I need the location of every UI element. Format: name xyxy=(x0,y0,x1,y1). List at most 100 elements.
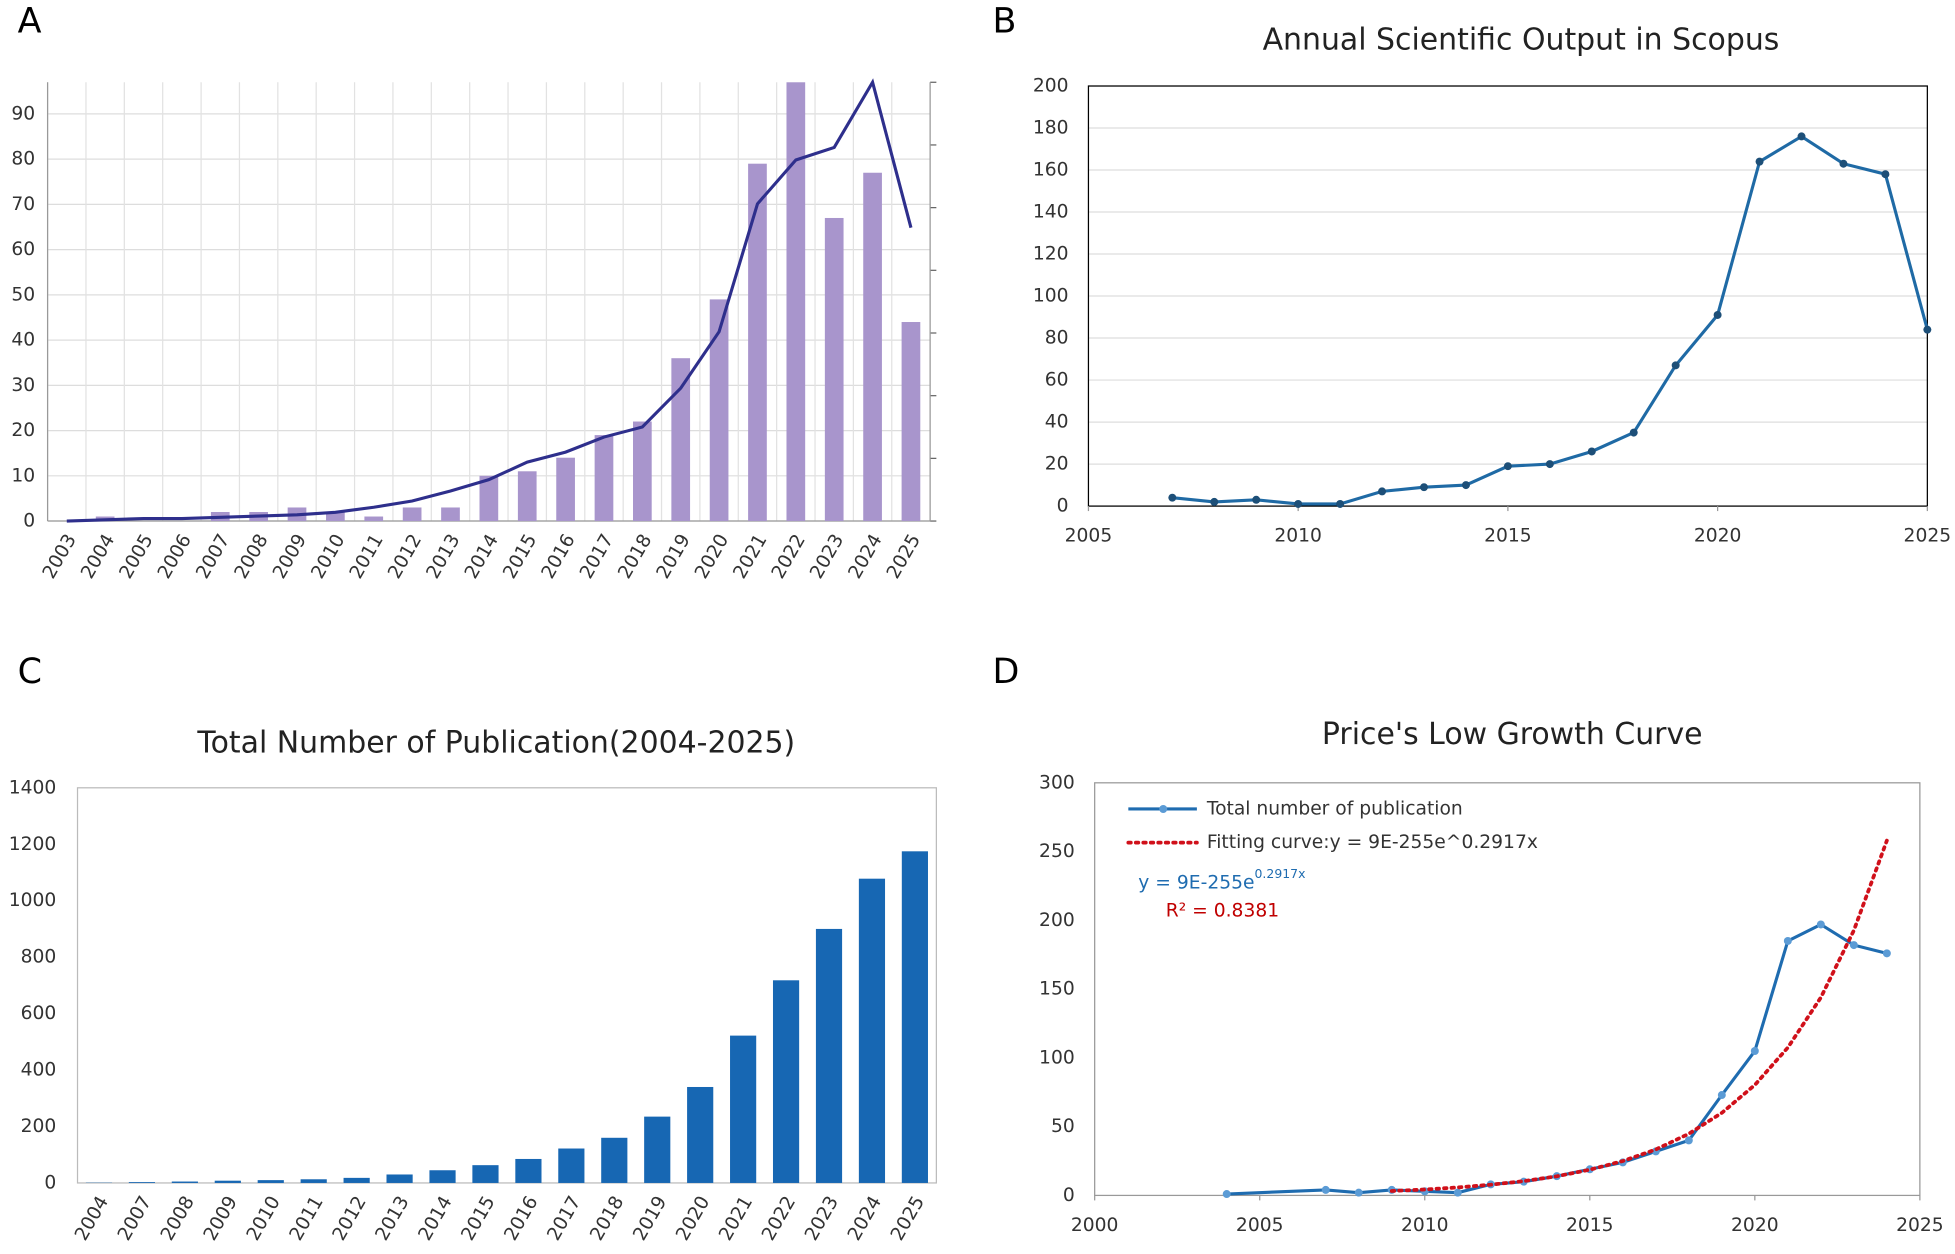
y-tick-label: 200 xyxy=(21,1116,57,1137)
point xyxy=(1168,493,1177,502)
x-tick-label: 2015 xyxy=(1566,1215,1614,1236)
x-tick-label: 2007 xyxy=(192,531,234,583)
legend-label: Total number of publication xyxy=(1206,798,1463,819)
point xyxy=(1420,483,1428,492)
x-tick-label: 2020 xyxy=(1694,526,1742,547)
y-tick-label: 80 xyxy=(11,149,35,170)
point xyxy=(1354,1188,1363,1197)
bar xyxy=(594,435,614,522)
bar xyxy=(441,507,460,522)
x-tick-label: 2019 xyxy=(629,1193,671,1245)
bar xyxy=(517,471,537,522)
line xyxy=(1389,838,1889,1193)
bar xyxy=(326,511,345,522)
x-tick-label: 2024 xyxy=(844,1193,886,1245)
x-tick-label: 2003 xyxy=(39,531,81,583)
point xyxy=(1816,920,1825,929)
x-tick-label: 2010 xyxy=(243,1193,285,1245)
y-tick-label: 90 xyxy=(11,103,35,124)
bar xyxy=(671,358,691,522)
x-tick-label: 2025 xyxy=(1896,1215,1944,1236)
chart-title: Annual Scientific Output in Scopus xyxy=(1263,23,1780,58)
x-tick-label: 2025 xyxy=(883,531,925,583)
point xyxy=(1923,325,1932,334)
line xyxy=(1172,134,1929,506)
y-tick-label: 10 xyxy=(11,465,35,486)
x-tick-label: 2005 xyxy=(116,531,158,583)
point xyxy=(1671,361,1680,370)
y-tick-label: 20 xyxy=(1045,454,1069,475)
legend-marker xyxy=(1159,805,1168,813)
y-tick-label: 1000 xyxy=(9,890,57,911)
y-tick-label: 80 xyxy=(1045,328,1069,349)
x-tick-label: 2014 xyxy=(415,1193,457,1245)
bar xyxy=(472,1165,499,1183)
x-tick-label: 2010 xyxy=(307,531,349,583)
bar xyxy=(748,163,767,522)
x-tick-label: 2011 xyxy=(346,531,388,583)
x-tick-label: 2008 xyxy=(231,531,273,583)
x-tick-label: 2021 xyxy=(730,531,772,583)
equation-base: y = 9E-255e xyxy=(1138,872,1254,893)
y-tick-label: 200 xyxy=(1033,76,1069,97)
y-tick-label: 160 xyxy=(1033,160,1069,181)
point xyxy=(1849,941,1858,950)
x-tick-label: 2016 xyxy=(538,531,580,583)
y-tick-label: 0 xyxy=(1063,1185,1075,1206)
point xyxy=(1321,1185,1330,1194)
bar xyxy=(364,516,384,522)
bar xyxy=(171,1181,198,1183)
point xyxy=(1210,497,1219,506)
point xyxy=(1783,936,1792,945)
x-tick-label: 2007 xyxy=(114,1193,156,1245)
bar xyxy=(343,1177,370,1183)
x-tick-label: 2005 xyxy=(1065,526,1113,547)
y-tick-label: 50 xyxy=(1051,1116,1075,1137)
x-tick-label: 2016 xyxy=(501,1193,543,1245)
bar xyxy=(901,322,921,522)
point xyxy=(1252,495,1261,504)
equation-exponent: 0.2917x xyxy=(1255,865,1306,880)
point xyxy=(1839,159,1848,168)
chart-title: Price's Low Growth Curve xyxy=(1322,717,1703,752)
y-tick-label: 50 xyxy=(11,284,35,305)
x-tick-label: 2004 xyxy=(77,531,119,583)
y-tick-label: 40 xyxy=(11,330,35,351)
bar xyxy=(515,1158,542,1183)
x-tick-label: 2009 xyxy=(269,531,311,583)
y-tick-label: 600 xyxy=(21,1003,57,1024)
bar xyxy=(479,475,499,522)
y-tick-label: 120 xyxy=(1033,244,1069,265)
bar xyxy=(786,82,806,522)
point xyxy=(1545,460,1554,469)
x-tick-label: 2010 xyxy=(1274,526,1322,547)
y-tick-label: 800 xyxy=(21,947,57,968)
x-tick-label: 2012 xyxy=(384,531,426,583)
x-tick-label: 2014 xyxy=(461,531,503,583)
y-tick-label: 60 xyxy=(11,239,35,260)
x-tick-label: 2011 xyxy=(286,1193,328,1245)
x-tick-label: 2018 xyxy=(586,1193,628,1245)
x-tick-label: 2020 xyxy=(691,531,733,583)
bar xyxy=(772,980,800,1183)
point xyxy=(1453,1188,1462,1197)
y-tick-label: 1200 xyxy=(9,834,57,855)
y-tick-label: 40 xyxy=(1045,412,1069,433)
x-tick-label: 2021 xyxy=(715,1193,757,1245)
bar xyxy=(687,1086,714,1183)
bar xyxy=(709,299,729,522)
x-tick-label: 2013 xyxy=(372,1193,414,1245)
point xyxy=(1587,447,1596,456)
y-tick-label: 0 xyxy=(1057,496,1069,517)
panel-label: A xyxy=(18,1,42,41)
point xyxy=(1503,462,1512,471)
r-squared: R² = 0.8381 xyxy=(1166,901,1279,922)
x-tick-label: 2022 xyxy=(768,531,810,583)
x-tick-label: 2023 xyxy=(806,531,848,583)
x-tick-label: 2020 xyxy=(1731,1215,1779,1236)
x-tick-label: 2004 xyxy=(71,1193,113,1245)
y-tick-label: 30 xyxy=(11,375,35,396)
bar xyxy=(429,1170,456,1183)
x-tick-label: 2008 xyxy=(157,1193,199,1245)
